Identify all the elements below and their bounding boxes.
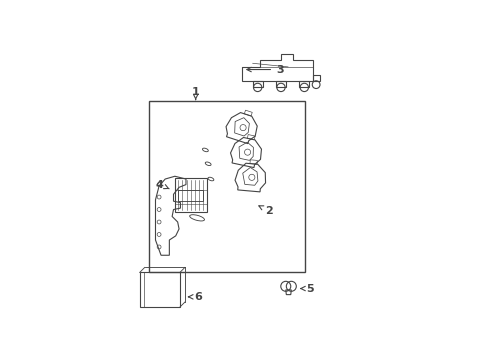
Text: 1: 1 [192, 87, 199, 100]
Text: 3: 3 [247, 64, 284, 75]
Text: 2: 2 [259, 206, 273, 216]
Bar [175, 177, 207, 212]
Bar [140, 273, 180, 307]
Text: 4: 4 [156, 180, 169, 190]
Text: 5: 5 [301, 284, 314, 293]
Text: 6: 6 [188, 292, 202, 302]
Bar [178, 190, 203, 201]
Bar [148, 102, 305, 272]
